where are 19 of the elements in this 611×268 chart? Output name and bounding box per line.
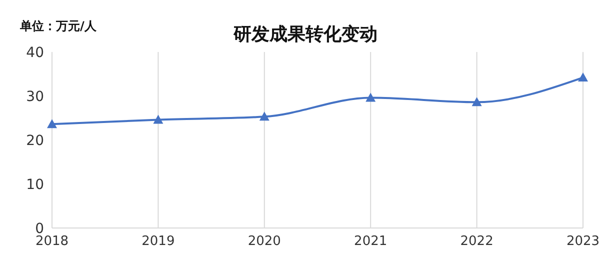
chart-title: 研发成果转化变动	[234, 24, 378, 45]
x-tick-label: 2018	[35, 234, 69, 250]
y-tick-label: 10	[26, 176, 44, 193]
x-tick-label: 2019	[142, 234, 175, 250]
y-tick-label: 0	[35, 220, 44, 237]
point	[259, 112, 270, 121]
x-tick-label: 2023	[566, 234, 600, 250]
y-tick-label: 20	[26, 132, 44, 149]
x-tick-label: 2022	[460, 234, 494, 250]
point	[578, 72, 588, 82]
y-axis-title: 单位：万元/人	[20, 18, 96, 35]
y-tick-label: 30	[26, 88, 44, 105]
point	[472, 97, 482, 106]
point	[47, 119, 57, 128]
point	[366, 92, 376, 102]
y-tick-label: 40	[26, 44, 44, 61]
point	[153, 114, 164, 124]
x-tick-label: 2020	[248, 234, 281, 250]
x-tick-label: 2021	[354, 234, 388, 250]
